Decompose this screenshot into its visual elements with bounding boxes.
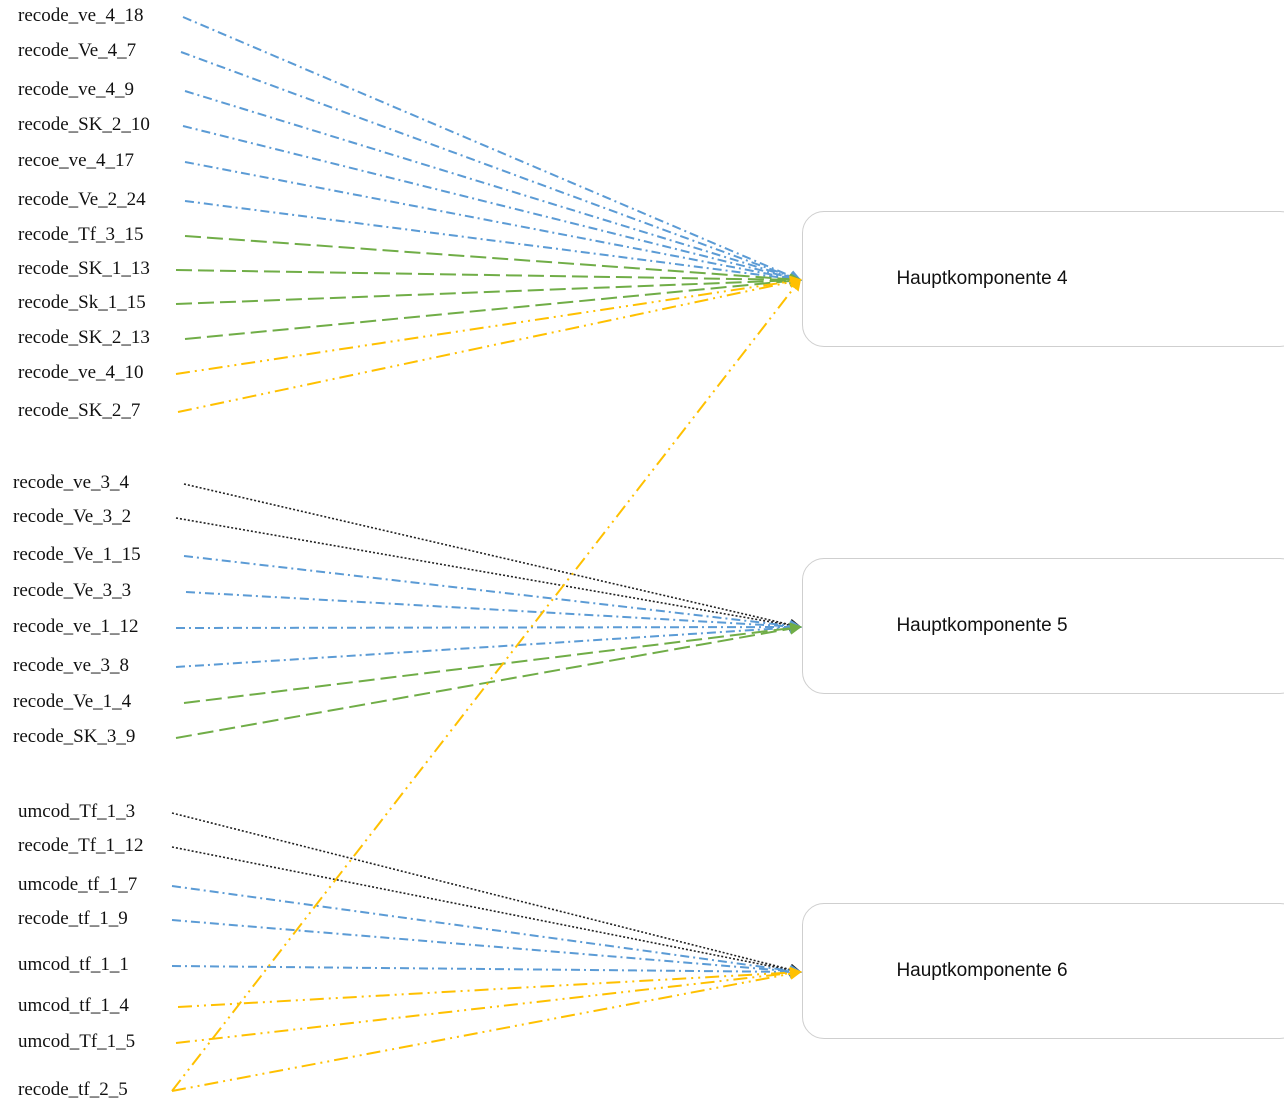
variable-label: recode_tf_1_9 — [18, 908, 128, 929]
edge-blue — [184, 90, 802, 283]
edge-yellow — [175, 275, 802, 375]
variable-label: umcod_tf_1_4 — [18, 995, 129, 1016]
variable-label: recode_Ve_3_3 — [13, 580, 132, 601]
variable-label: recode_Tf_3_15 — [18, 224, 144, 245]
component-label: Hauptkomponente 5 — [896, 615, 1068, 636]
component-box-hk6: Hauptkomponente 6 — [802, 903, 1284, 1039]
edge-blue — [175, 621, 802, 668]
variable-label: recode_Tf_1_12 — [18, 835, 144, 856]
variable-label: recode_tf_2_5 — [18, 1079, 128, 1100]
variable-label: recode_ve_4_10 — [18, 362, 144, 383]
edge-yellow — [177, 276, 802, 413]
edge-blue — [171, 885, 802, 977]
edge-blue — [171, 965, 802, 978]
variable-label: umcod_Tf_1_5 — [18, 1031, 136, 1052]
variable-label: recode_Ve_4_7 — [18, 40, 137, 61]
edge-green — [175, 274, 802, 305]
edge-black — [171, 846, 802, 976]
component-box-hk4: Hauptkomponente 4 — [802, 211, 1284, 347]
edge-black — [175, 517, 802, 632]
edge-green — [175, 622, 802, 739]
edge-blue — [182, 16, 802, 282]
edge-yellow — [177, 966, 802, 1008]
variable-label: recode_ve_4_18 — [18, 5, 144, 26]
variable-label: recode_ve_3_4 — [13, 472, 130, 493]
variable-label: recode_SK_3_9 — [13, 726, 136, 747]
edge-blue — [182, 125, 802, 284]
edge-yellow — [175, 967, 802, 1044]
edge-yellow — [171, 967, 802, 1092]
variable-label: recode_SK_2_10 — [18, 114, 150, 135]
edge-blue — [184, 200, 802, 285]
variable-label: recode_Ve_1_15 — [13, 544, 141, 565]
edge-black — [183, 483, 802, 631]
variable-label: recoe_ve_4_17 — [18, 150, 135, 171]
variable-label: recode_Ve_1_4 — [13, 691, 132, 712]
variable-label: recode_ve_1_12 — [13, 616, 139, 637]
edge-yellow — [171, 278, 802, 1092]
component-box-hk5: Hauptkomponente 5 — [802, 558, 1284, 694]
edge-blue — [185, 591, 802, 633]
variable-label: umcode_tf_1_7 — [18, 874, 138, 895]
edge-green — [184, 235, 802, 286]
variable-label: recode_Ve_2_24 — [18, 189, 146, 210]
edge-blue — [184, 161, 802, 285]
variable-label: recode_SK_1_13 — [18, 258, 150, 279]
variable-label: recode_SK_2_7 — [18, 400, 141, 421]
variable-label: recode_SK_2_13 — [18, 327, 150, 348]
variable-label: recode_Sk_1_15 — [18, 292, 146, 313]
edge-blue — [183, 555, 802, 632]
edge-black — [171, 812, 802, 976]
variable-label: recode_ve_4_9 — [18, 79, 135, 100]
component-label: Hauptkomponente 6 — [896, 960, 1068, 981]
edge-blue — [171, 919, 802, 978]
edge-green — [175, 269, 802, 286]
edge-blue — [175, 621, 802, 634]
component-label: Hauptkomponente 4 — [896, 268, 1068, 289]
variable-label: recode_Ve_3_2 — [13, 506, 132, 527]
variable-label: umcod_Tf_1_3 — [18, 801, 136, 822]
variable-label: recode_ve_3_8 — [13, 655, 130, 676]
variable-label: umcod_tf_1_1 — [18, 954, 129, 975]
edge-green — [183, 622, 802, 704]
edge-blue — [180, 51, 802, 283]
edge-green — [184, 274, 802, 340]
edge-layer — [171, 16, 802, 1092]
